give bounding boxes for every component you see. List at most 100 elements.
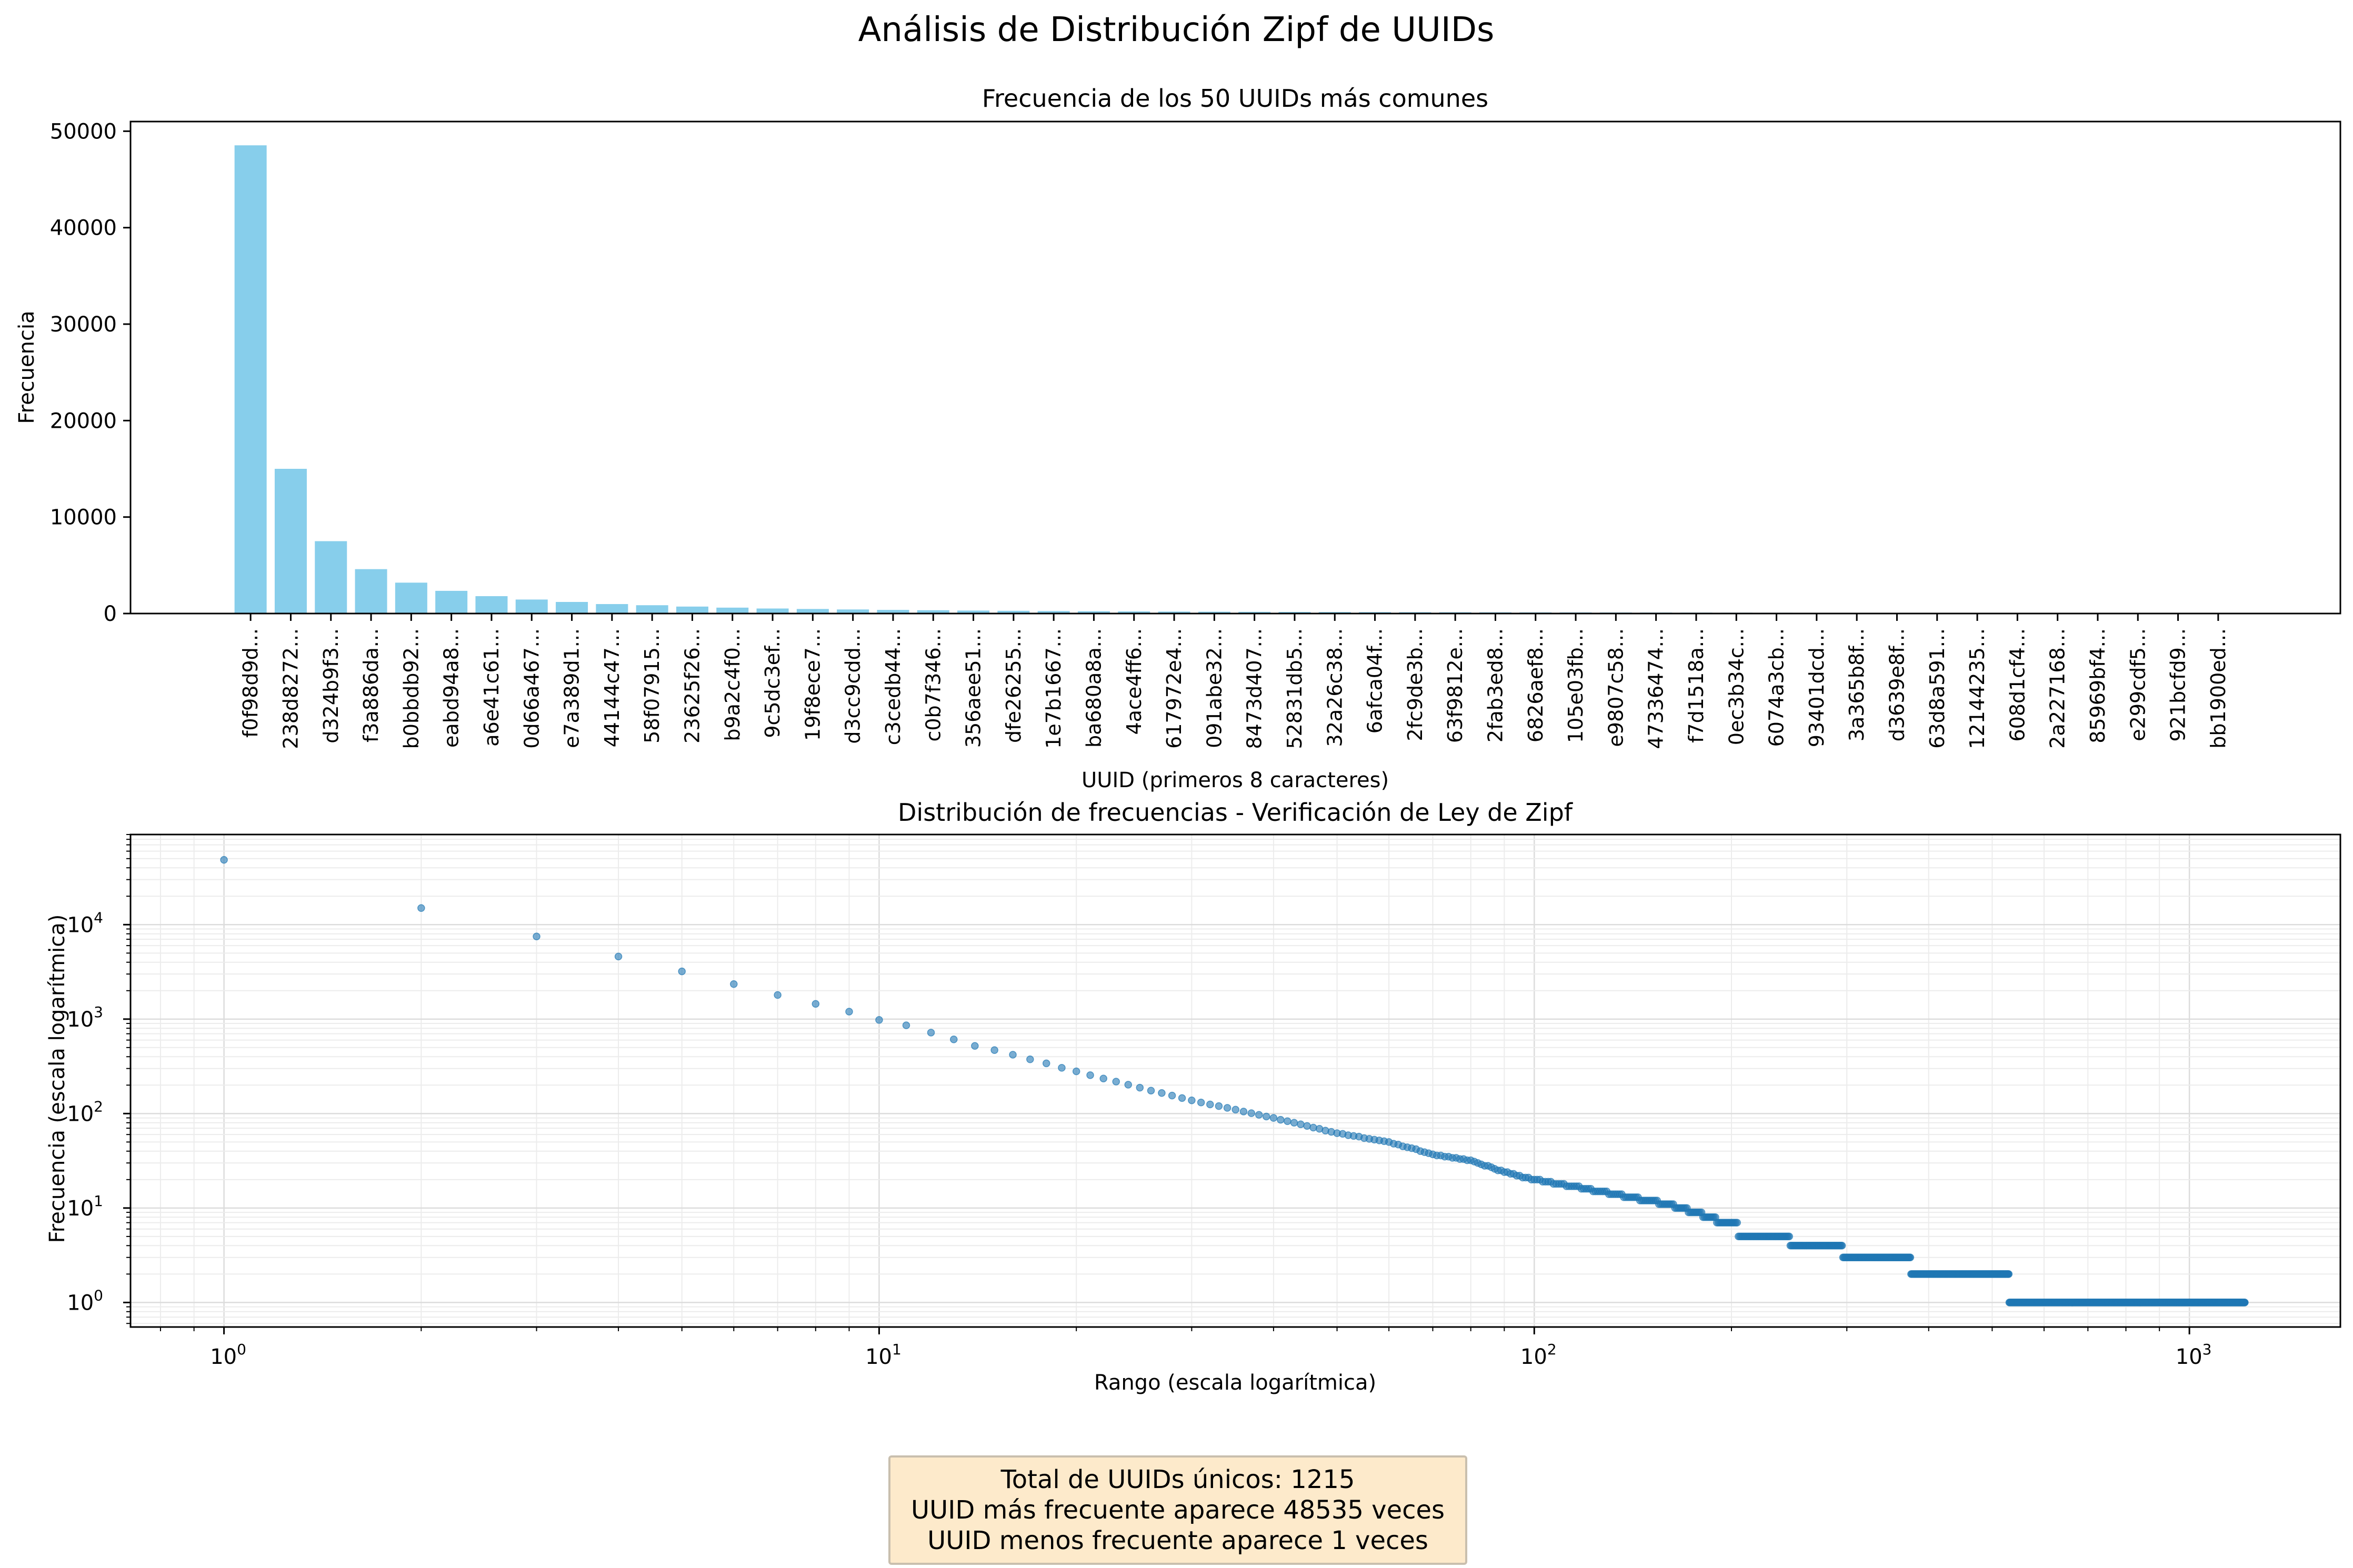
bar-x-tick-label: 2fab3ed8... bbox=[1484, 628, 1507, 742]
scatter-point bbox=[1906, 1253, 1915, 1261]
zipf-scatter-chart: Distribución de frecuencias - Verificaci… bbox=[45, 798, 2341, 1395]
bar-x-tick-label: 091abe32... bbox=[1203, 628, 1226, 748]
bar-x-tick-label: e7a389d1... bbox=[560, 628, 584, 748]
bar-x-tick-label: 356aee51... bbox=[962, 628, 985, 748]
bar-x-tick-label: b9a2c4f0... bbox=[721, 628, 744, 741]
bar-x-tick-label: d324b9f3... bbox=[319, 628, 343, 743]
bar-27 bbox=[1278, 611, 1311, 614]
bar-1 bbox=[234, 145, 267, 614]
scatter-point bbox=[1058, 1064, 1066, 1072]
scatter-point bbox=[1247, 1109, 1256, 1117]
bar-y-tick-label: 40000 bbox=[50, 216, 117, 240]
scatter-point bbox=[1158, 1089, 1166, 1097]
scatter-point bbox=[902, 1021, 910, 1029]
bar-23 bbox=[1118, 611, 1150, 614]
scatter-point bbox=[1303, 1122, 1311, 1130]
scatter-x-tick-label: 100 bbox=[210, 1341, 246, 1369]
scatter-point bbox=[1042, 1059, 1050, 1068]
bar-x-tick-label: f3a886da... bbox=[359, 628, 383, 742]
scatter-point bbox=[1255, 1111, 1263, 1119]
summary-least-frequent: UUID menos frecuente aparece 1 veces bbox=[927, 1526, 1428, 1555]
scatter-point bbox=[971, 1042, 979, 1050]
scatter-point bbox=[1112, 1078, 1120, 1085]
scatter-point bbox=[1147, 1087, 1155, 1094]
bar-y-axis: 0 10000 20000 30000 40000 50000 bbox=[50, 119, 131, 626]
bar-10 bbox=[596, 604, 628, 614]
scatter-x-tick-label: 103 bbox=[2176, 1341, 2212, 1369]
scatter-point bbox=[1785, 1232, 1793, 1241]
bar-x-tick-label: f0f98d9d... bbox=[239, 628, 262, 738]
scatter-x-axis: 100 101 102 103 bbox=[159, 1327, 2212, 1369]
scatter-point bbox=[1136, 1083, 1144, 1092]
bar-x-tick-label: 32a26c38... bbox=[1323, 628, 1346, 747]
bar-y-tick-label: 30000 bbox=[50, 313, 117, 337]
bar-x-tick-label: 6afca04f... bbox=[1364, 628, 1387, 733]
scatter-point bbox=[678, 967, 686, 976]
scatter-point bbox=[1215, 1102, 1223, 1110]
bar-x-tick-label: 63d8a591... bbox=[1926, 628, 1949, 749]
scatter-y-tick-label: 102 bbox=[67, 1098, 103, 1126]
bar-21 bbox=[1037, 611, 1070, 614]
scatter-point bbox=[1231, 1105, 1239, 1114]
scatter-point bbox=[1309, 1123, 1317, 1132]
scatter-point bbox=[950, 1036, 958, 1043]
scatter-y-axis: 100 101 102 103 104 bbox=[67, 834, 131, 1324]
scatter-y-tick-label: 100 bbox=[67, 1286, 103, 1315]
bar-x-tick-label: 58f07915... bbox=[640, 628, 664, 743]
scatter-point bbox=[1269, 1114, 1278, 1122]
scatter-series bbox=[220, 856, 2249, 1306]
scatter-plot-frame bbox=[129, 833, 2341, 1328]
bar-6 bbox=[435, 590, 468, 614]
scatter-point bbox=[1277, 1115, 1285, 1124]
bar-x-tick-label: 47336474... bbox=[1645, 628, 1668, 749]
scatter-point bbox=[845, 1008, 853, 1016]
scatter-point bbox=[533, 932, 540, 940]
bar-x-tick-label: 1e7b1667... bbox=[1042, 628, 1065, 749]
bar-y-tick-label: 0 bbox=[104, 602, 117, 626]
bar-x-tick-label: 3a365b8f... bbox=[1845, 628, 1868, 741]
scatter-y-tick-label: 104 bbox=[67, 909, 103, 937]
scatter-point bbox=[1188, 1096, 1196, 1104]
scatter-point bbox=[2005, 1270, 2013, 1278]
bar-x-tick-label: 6074a3cb... bbox=[1765, 628, 1788, 747]
bar-x-tick-label: d3639e8f... bbox=[1885, 628, 1908, 741]
scatter-point bbox=[1290, 1119, 1298, 1127]
bar-3 bbox=[315, 541, 347, 614]
scatter-point bbox=[812, 1000, 820, 1008]
bar-x-axis: f0f98d9d... 238d8272... d324b9f3... f3a886d… bbox=[239, 614, 2230, 749]
scatter-point bbox=[1239, 1108, 1248, 1115]
bar-18 bbox=[917, 610, 949, 614]
bar-x-tick-label: b0bbdb92... bbox=[399, 628, 423, 749]
scatter-point bbox=[1072, 1067, 1080, 1076]
bar-x-tick-label: 63f9812e... bbox=[1444, 628, 1467, 743]
bar-8 bbox=[515, 599, 548, 614]
bar-x-tick-label: 6826aef8... bbox=[1524, 628, 1547, 742]
scatter-point bbox=[730, 980, 738, 988]
scatter-point bbox=[1168, 1091, 1176, 1100]
bar-4 bbox=[355, 569, 387, 614]
scatter-point bbox=[1124, 1081, 1132, 1089]
bar-x-tick-label: 8473d407... bbox=[1243, 628, 1266, 749]
bar-14 bbox=[756, 608, 789, 614]
bar-x-tick-label: bb1900ed... bbox=[2207, 628, 2230, 749]
bar-x-tick-label: d3cc9cdd... bbox=[842, 628, 865, 744]
bar-chart: Frecuencia de los 50 UUIDs más comunes 0… bbox=[15, 84, 2341, 792]
bar-x-tick-label: c3cedb44... bbox=[882, 628, 905, 745]
scatter-point bbox=[875, 1016, 883, 1024]
bar-22 bbox=[1077, 611, 1110, 614]
scatter-point bbox=[1026, 1056, 1034, 1063]
bar-25 bbox=[1198, 611, 1230, 614]
bar-y-tick-label: 50000 bbox=[50, 119, 117, 144]
bar-y-tick-label: 20000 bbox=[50, 409, 117, 433]
scatter-point bbox=[1297, 1120, 1305, 1128]
scatter-point bbox=[1178, 1094, 1186, 1102]
bar-x-tick-label: 44144c47... bbox=[600, 628, 624, 747]
bar-x-tick-label: 93401dcd... bbox=[1805, 628, 1828, 747]
scatter-y-axis-label: Frecuencia (escala logarítmica) bbox=[45, 914, 69, 1243]
bar-11 bbox=[636, 605, 668, 614]
scatter-point bbox=[1223, 1104, 1231, 1112]
bar-16 bbox=[837, 609, 869, 614]
bar-20 bbox=[997, 610, 1030, 614]
bar-x-tick-label: 921bcfd9... bbox=[2167, 628, 2190, 741]
